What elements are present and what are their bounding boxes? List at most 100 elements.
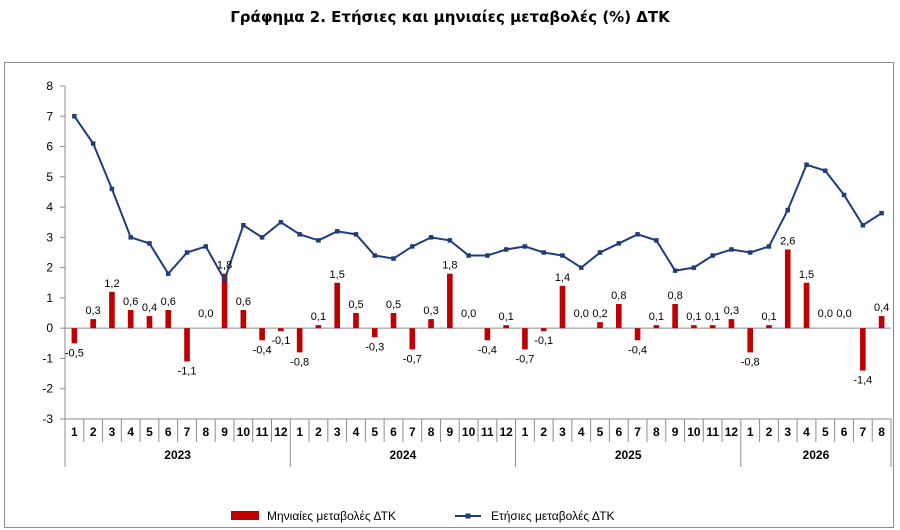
line-marker (316, 238, 321, 243)
x-tick-label: 1 (71, 425, 78, 439)
x-tick-label: 7 (859, 425, 866, 439)
y-tick-label: 4 (46, 200, 53, 214)
x-tick-label: 1 (522, 425, 529, 439)
line-marker (841, 192, 847, 198)
line-marker (635, 232, 640, 237)
x-tick-label: 4 (353, 425, 360, 439)
bar-data-label: -0,1 (271, 335, 290, 347)
line-marker (729, 247, 734, 252)
bar-data-label: 0,1 (761, 311, 776, 323)
bar-data-label: 0,1 (705, 311, 720, 323)
bar (522, 328, 528, 350)
bar-data-label: 0,0 (818, 308, 833, 320)
x-tick-label: 12 (499, 425, 513, 439)
line-marker (879, 210, 884, 216)
line-marker (560, 253, 565, 258)
line-marker (654, 238, 659, 243)
bar (878, 316, 885, 329)
line-marker (128, 235, 133, 240)
bar-data-label: 1,4 (555, 272, 570, 284)
line-series (73, 115, 883, 283)
line-marker (90, 141, 96, 146)
legend-swatch-monthly (231, 511, 259, 520)
bar (428, 319, 434, 329)
x-tick-label: 9 (446, 425, 453, 439)
line-marker (297, 232, 302, 237)
line-marker (691, 265, 697, 270)
bar-data-label: 0,4 (874, 302, 889, 314)
line-marker (804, 162, 809, 167)
x-tick-label: 5 (597, 425, 604, 439)
line-marker (672, 268, 678, 273)
bar-data-label: -0,3 (365, 341, 384, 353)
bar-data-label: 0,4 (142, 302, 157, 314)
bar (296, 328, 303, 353)
bar (709, 325, 716, 329)
x-tick-label: 9 (221, 425, 228, 439)
x-tick-label: 4 (127, 425, 134, 439)
x-tick-label: 1 (747, 425, 754, 439)
bar-data-label: 0,2 (592, 308, 607, 320)
chart-area: -3 -2 -1 0 1 2 3 4 5 6 7 8 1 2 3 4 5 6 7 8 9 10 11 12 1 2 3 4 5 6 7 8 9 1… (4, 62, 894, 528)
x-tick-label: 8 (428, 425, 435, 439)
bar (803, 282, 810, 329)
bar (691, 325, 697, 329)
x-tick-label: 5 (371, 425, 378, 439)
bar-data-label: 0,1 (686, 311, 701, 323)
x-tick-label: 7 (634, 425, 641, 439)
line-marker (353, 232, 359, 237)
x-tick-label: 8 (878, 425, 885, 439)
x-tick-label: 8 (202, 425, 209, 439)
x-tick-label: 2 (90, 425, 97, 439)
line-marker (222, 277, 227, 282)
line-marker (72, 114, 77, 119)
bar (71, 328, 78, 344)
line-marker (410, 244, 415, 249)
line-marker (334, 229, 340, 234)
x-tick-label: 12 (274, 425, 288, 439)
y-tick-label: 3 (46, 230, 53, 244)
x-tick-label: 10 (687, 425, 701, 439)
bar-data-label: 0,1 (499, 311, 514, 323)
bar (540, 328, 547, 332)
bar (484, 328, 491, 341)
x-tick-label: 3 (559, 425, 566, 439)
x-tick-label: 6 (841, 425, 848, 439)
bar (409, 328, 416, 350)
line-marker (203, 244, 209, 249)
bar (278, 328, 284, 332)
bar (747, 328, 754, 353)
bar-data-label: 0,1 (311, 311, 326, 323)
x-tick-label: 5 (822, 425, 829, 439)
bar (109, 291, 115, 329)
bar (165, 310, 172, 329)
bar-data-label: 1,8 (442, 260, 457, 272)
bar-data-label: -0,4 (478, 344, 497, 356)
bar (634, 328, 641, 341)
line-marker (447, 238, 453, 243)
bar-data-label: -1,1 (178, 365, 197, 377)
bar (728, 319, 735, 329)
x-tick-label: 11 (256, 425, 269, 439)
bar-data-label: -0,4 (628, 344, 647, 356)
legend-marker-annual (465, 513, 471, 519)
line-marker (259, 235, 265, 240)
bar-data-label: -0,7 (515, 353, 534, 365)
x-tick-label: 9 (672, 425, 679, 439)
line-marker (616, 241, 622, 246)
bar-data-label: 0,6 (123, 296, 138, 308)
bar-data-label: -0,4 (253, 344, 272, 356)
line-marker (147, 241, 152, 246)
bar-data-label: 0,8 (667, 290, 682, 302)
x-year-label: 2023 (164, 448, 191, 462)
line-marker (503, 247, 509, 252)
bar-data-label: 1,5 (799, 269, 814, 281)
x-tick-label: 3 (784, 425, 791, 439)
line-marker (860, 223, 866, 228)
x-tick-label: 4 (578, 425, 585, 439)
x-tick-label: 4 (803, 425, 810, 439)
line-marker (597, 250, 603, 255)
x-tick-label: 1 (296, 425, 303, 439)
y-tick-label: 6 (46, 140, 53, 154)
